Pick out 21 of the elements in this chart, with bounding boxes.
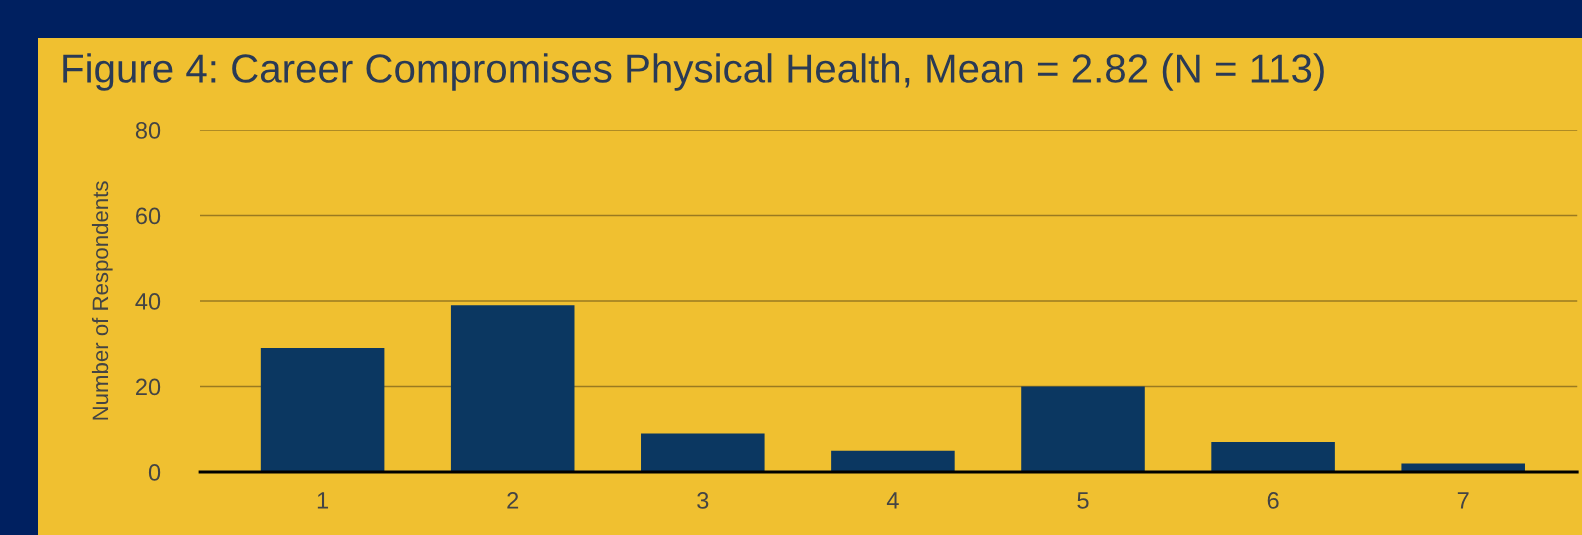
bar	[1401, 463, 1525, 472]
x-tick-label: 7	[1457, 492, 1469, 509]
y-axis-title: Number of Respondents	[91, 181, 113, 420]
x-tick-label: 4	[886, 492, 899, 509]
bar	[260, 348, 385, 472]
y-tick-label: 40	[135, 293, 161, 310]
bar	[1211, 442, 1335, 472]
bar	[450, 305, 575, 472]
y-tick-label: 20	[136, 378, 161, 396]
y-tick-label: 60	[136, 207, 161, 225]
bar	[1021, 386, 1145, 472]
x-tick-label: 5	[1077, 492, 1089, 509]
chart-title: Figure 4: Career Compromises Physical Health, Mean = 2.82 (N = 113)	[63, 53, 1324, 91]
x-tick-label: 3	[697, 492, 709, 509]
x-tick-label: 1	[317, 492, 329, 509]
y-tick-label: 80	[135, 122, 161, 139]
y-tick-label: 0	[148, 464, 161, 481]
bar	[831, 450, 955, 472]
x-tick-label: 2	[507, 492, 519, 509]
bar	[641, 433, 765, 472]
x-tick-label: 6	[1267, 492, 1279, 509]
